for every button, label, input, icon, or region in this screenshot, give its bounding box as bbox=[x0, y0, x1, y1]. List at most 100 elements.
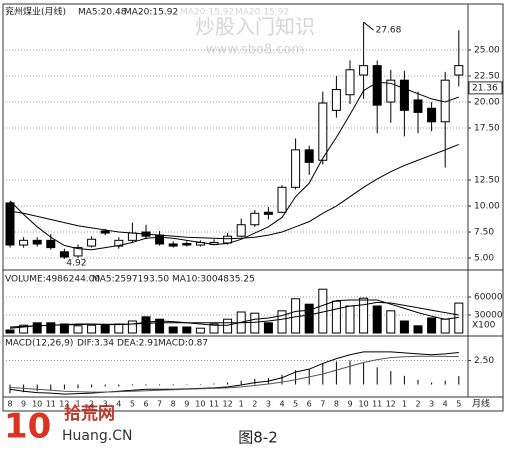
x-tick-label: 11 bbox=[372, 400, 382, 409]
candle-body bbox=[427, 107, 437, 123]
volume-bar bbox=[304, 303, 314, 334]
volume-bar bbox=[440, 318, 450, 334]
x-tick-label: 7 bbox=[320, 400, 325, 409]
candle-body bbox=[19, 239, 29, 246]
x-tick-label: 4 bbox=[443, 400, 448, 409]
volume-bar bbox=[263, 322, 273, 334]
ma-line bbox=[9, 81, 459, 251]
x-tick-label: 3 bbox=[429, 400, 434, 409]
volume-bar bbox=[114, 323, 124, 334]
candle-body bbox=[263, 211, 273, 215]
candle-body bbox=[73, 247, 83, 257]
candle-body bbox=[46, 239, 56, 249]
macd-title: MACD(12,26,9) bbox=[5, 339, 73, 349]
volume-bar bbox=[413, 325, 423, 334]
x-tick-label: 5 bbox=[293, 400, 298, 409]
volume-bar bbox=[127, 320, 137, 334]
x-tick-label: 11 bbox=[209, 400, 219, 409]
last-price-label: 21.36 bbox=[472, 83, 498, 93]
x-tick-label: 4 bbox=[116, 400, 121, 409]
volume-bar bbox=[291, 298, 301, 334]
candle-body bbox=[236, 224, 246, 237]
x-unit-label: 月线 bbox=[472, 398, 490, 410]
candle-body bbox=[359, 65, 369, 76]
x-tick-label: 1 bbox=[239, 400, 244, 409]
last-price-box bbox=[468, 81, 503, 95]
candle-body bbox=[250, 212, 260, 226]
volume-bar bbox=[73, 325, 83, 334]
volume-bar bbox=[32, 322, 42, 334]
y-tick-label: 12.50 bbox=[474, 176, 500, 186]
low-label: 4.92 bbox=[66, 258, 86, 268]
x-tick-label: 10 bbox=[359, 400, 369, 409]
candle-body bbox=[155, 234, 165, 245]
volume-bar bbox=[100, 324, 110, 334]
ma-line bbox=[9, 351, 459, 395]
x-tick-label: 9 bbox=[347, 400, 352, 409]
volume-bar bbox=[168, 326, 178, 334]
ma-line bbox=[9, 355, 459, 393]
volume-bar bbox=[277, 310, 287, 334]
candle-body bbox=[331, 89, 341, 111]
candle-body bbox=[291, 149, 301, 188]
candle-body bbox=[223, 235, 233, 244]
candle-body bbox=[454, 65, 464, 76]
volume-bar bbox=[386, 310, 396, 334]
y-tick-label: 7.50 bbox=[474, 228, 494, 238]
x-tick-label: 12 bbox=[386, 400, 396, 409]
x-tick-label: 6 bbox=[307, 400, 312, 409]
volume-bar bbox=[427, 317, 437, 334]
chart-frame bbox=[2, 3, 504, 412]
candle-body bbox=[318, 102, 328, 161]
legend-entry: MA20:15.92 bbox=[124, 8, 178, 18]
x-tick-label: 3 bbox=[266, 400, 271, 409]
volume-bar bbox=[182, 326, 192, 334]
watermark-ghost: MA20:15.92 bbox=[180, 8, 234, 18]
x-tick-label: 7 bbox=[157, 400, 162, 409]
ma-line bbox=[9, 301, 459, 328]
candle-body bbox=[182, 242, 192, 246]
y-tick-label: 60000 bbox=[474, 293, 503, 303]
candle-body bbox=[114, 239, 124, 247]
chart-title: 兖州煤业(月线) bbox=[5, 6, 66, 18]
volume-bar bbox=[250, 312, 260, 334]
volume-bar bbox=[5, 329, 15, 334]
x-tick-label: 9 bbox=[21, 400, 26, 409]
volume-bar bbox=[399, 320, 409, 334]
legend-entry: MA5:20.48 bbox=[78, 8, 127, 18]
y-tick-label: 30000 bbox=[474, 311, 503, 321]
legend-entry: DEA:2.91 bbox=[117, 339, 159, 349]
legend-entry: MA5:2597193.50 bbox=[92, 275, 169, 285]
volume-bar bbox=[155, 318, 165, 334]
logo-name: 拾荒网 bbox=[64, 403, 115, 424]
volume-unit: X100 bbox=[472, 321, 496, 331]
candle-body bbox=[345, 69, 355, 96]
y-tick-label: 25.00 bbox=[474, 46, 500, 56]
watermark-ghost: MA20:15.92 bbox=[235, 8, 289, 18]
x-tick-label: 11 bbox=[46, 400, 56, 409]
y-tick-label: 20.00 bbox=[474, 98, 500, 108]
x-tick-label: 12 bbox=[59, 400, 69, 409]
x-tick-label: 12 bbox=[223, 400, 233, 409]
candle-body bbox=[304, 149, 314, 163]
high-label: 27.68 bbox=[376, 26, 402, 36]
figure-caption: 图8-2 bbox=[238, 429, 278, 447]
x-tick-label: 6 bbox=[143, 400, 148, 409]
volume-bar bbox=[141, 316, 151, 334]
logo-number: 10 bbox=[4, 407, 51, 447]
x-tick-label: 4 bbox=[279, 400, 284, 409]
volume-bar bbox=[195, 327, 205, 334]
volume-bar bbox=[209, 323, 219, 334]
volume-title: VOLUME:4986244.00 bbox=[5, 275, 100, 285]
candle-body bbox=[59, 251, 69, 258]
volume-bar bbox=[372, 305, 382, 334]
logo-domain: Huang.CN bbox=[62, 428, 132, 444]
x-tick-label: 10 bbox=[32, 400, 42, 409]
candle-body bbox=[127, 232, 137, 241]
candle-body bbox=[87, 238, 97, 247]
candle-body bbox=[100, 230, 110, 234]
volume-bar bbox=[345, 305, 355, 334]
volume-bar bbox=[331, 300, 341, 334]
y-tick-label: 22.50 bbox=[474, 72, 500, 82]
